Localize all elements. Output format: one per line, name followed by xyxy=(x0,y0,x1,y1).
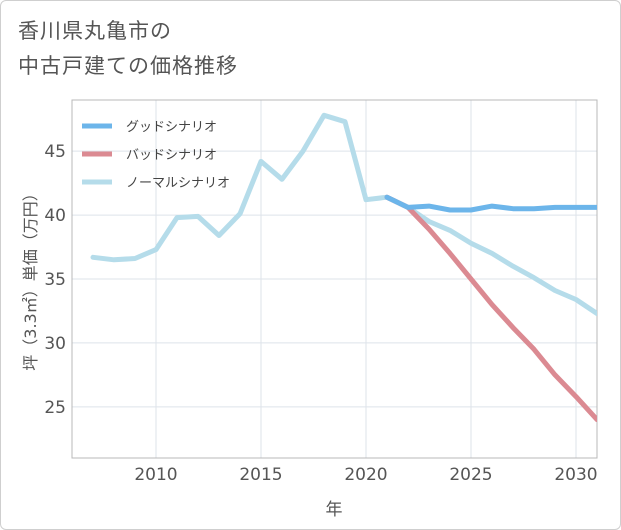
x-tick-label: 2025 xyxy=(449,465,492,485)
y-tick-label: 30 xyxy=(44,334,66,354)
x-tick-label: 2030 xyxy=(554,465,597,485)
normal-scenario-legend-label: ノーマルシナリオ xyxy=(126,176,230,191)
chart-title-line2: 中古戸建ての価格推移 xyxy=(18,54,238,78)
x-axis-label: 年 xyxy=(326,500,343,520)
y-tick-label: 40 xyxy=(44,206,66,226)
x-tick-label: 2015 xyxy=(239,465,282,485)
y-tick-label: 45 xyxy=(44,142,66,162)
bad-scenario-legend-label: バッドシナリオ xyxy=(126,148,217,163)
x-tick-label: 2020 xyxy=(344,465,387,485)
series-layer xyxy=(90,112,597,423)
y-tick-label: 25 xyxy=(44,398,66,418)
y-axis-ticks: 25 30 35 40 45 xyxy=(44,142,66,418)
chart-title-line1: 香川県丸亀市の xyxy=(18,19,172,43)
good-scenario-legend-label: グッドシナリオ xyxy=(126,120,217,135)
x-tick-label: 2010 xyxy=(134,465,177,485)
y-axis-label: 坪（3.3㎡）単価（万円） xyxy=(21,185,40,370)
good-scenario-line xyxy=(384,194,597,213)
y-tick-label: 35 xyxy=(44,270,66,290)
normal-scenario-line xyxy=(90,112,597,316)
bad-scenario-line xyxy=(384,194,597,423)
chart-title: 香川県丸亀市の 中古戸建ての価格推移 xyxy=(18,14,578,84)
plot-area-border xyxy=(71,99,598,459)
x-axis-ticks: 2010 2015 2020 2025 2030 xyxy=(134,465,597,485)
